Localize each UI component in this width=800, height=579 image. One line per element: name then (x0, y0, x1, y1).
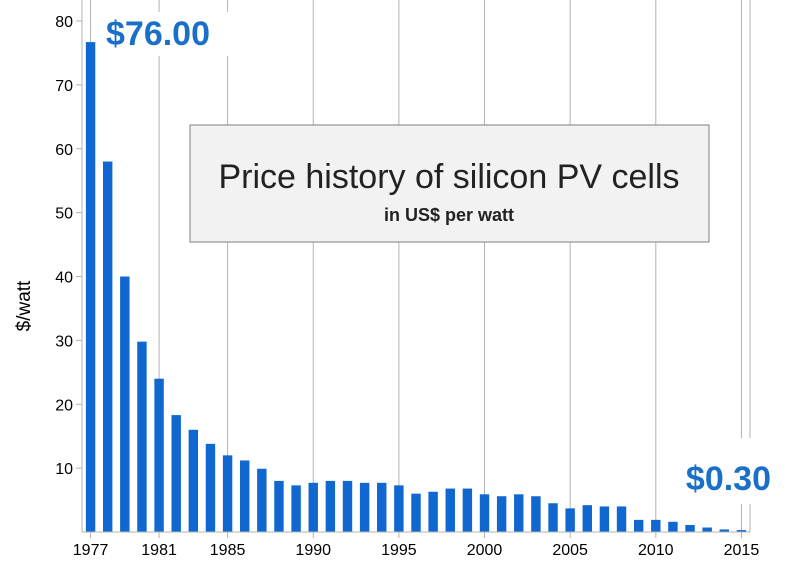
y-tick-label-60: 60 (55, 142, 73, 159)
bar-2002 (514, 494, 524, 532)
bar-2014 (719, 529, 730, 532)
x-tick-label-1990: 1990 (295, 542, 331, 559)
bar-2000 (479, 494, 490, 532)
bar-1995 (394, 485, 404, 532)
chart-subtitle: in US$ per watt (384, 205, 514, 225)
bar-1996 (411, 493, 421, 532)
bar-2005 (565, 508, 575, 532)
bar-2006 (582, 505, 592, 532)
bar-1988 (274, 480, 284, 532)
bar-1980 (137, 341, 147, 532)
x-tick-label-1977: 1977 (73, 542, 109, 559)
bar-2015 (736, 530, 747, 532)
bar-1978 (102, 161, 113, 532)
bar-2012 (685, 524, 695, 532)
bar-1997 (428, 491, 438, 532)
bar-1992 (342, 480, 353, 532)
bar-1986 (240, 460, 250, 532)
bar-1983 (188, 429, 199, 532)
bar-1999 (462, 488, 473, 532)
axes (76, 0, 750, 533)
x-tick-label-2000: 2000 (467, 542, 503, 559)
x-tick-label-2005: 2005 (552, 542, 588, 559)
bar-1994 (377, 482, 387, 532)
x-tick-label-1995: 1995 (381, 542, 417, 559)
y-axis-label: $/watt (14, 280, 35, 331)
bar-1993 (359, 482, 370, 532)
y-tick-label-30: 30 (55, 333, 73, 350)
y-tick-label-10: 10 (55, 461, 73, 478)
bar-1984 (205, 443, 216, 532)
y-tick-label-20: 20 (55, 397, 73, 414)
bar-1979 (120, 276, 130, 532)
annotation-end-price: $0.30 (686, 460, 771, 498)
bar-2007 (599, 506, 610, 532)
bar-1998 (445, 488, 455, 532)
y-tick-label-70: 70 (55, 78, 73, 95)
bar-1991 (325, 480, 336, 532)
annotation-end-bg (660, 438, 800, 504)
bar-1987 (257, 468, 267, 532)
y-tick-labels: 10 20 30 40 50 60 70 80 (55, 14, 73, 478)
title-box (189, 124, 710, 243)
y-tick-label-50: 50 (55, 206, 73, 223)
bar-1985 (222, 455, 233, 532)
x-tick-label-1985: 1985 (210, 542, 246, 559)
bar-2013 (702, 527, 712, 532)
bar-2009 (633, 519, 644, 532)
x-tick-label-2010: 2010 (638, 542, 674, 559)
bar-1989 (291, 485, 301, 532)
x-tick-labels: 1977 1981 1985 1990 1995 2000 2005 2010 2015 (73, 542, 760, 559)
x-tick-label-2015: 2015 (724, 542, 760, 559)
bar-2001 (496, 496, 507, 532)
annotation-start-bg (100, 12, 240, 56)
bar-2011 (668, 521, 678, 532)
bar-2010 (651, 519, 661, 532)
bar-1977 (85, 42, 96, 532)
y-tick-label-40: 40 (55, 270, 73, 287)
y-tick-label-80: 80 (55, 14, 73, 31)
annotation-start-price: $76.00 (106, 15, 210, 53)
grid-lines (90, 0, 751, 538)
x-tick-label-1981: 1981 (141, 542, 177, 559)
bar-1990 (308, 482, 318, 532)
bar-1982 (171, 415, 181, 532)
bar-2003 (531, 496, 541, 532)
bar-2004 (548, 503, 558, 532)
chart-title: Price history of silicon PV cells (218, 158, 679, 196)
bar-1981 (154, 378, 164, 532)
bars (85, 42, 747, 532)
bar-2008 (616, 506, 627, 532)
